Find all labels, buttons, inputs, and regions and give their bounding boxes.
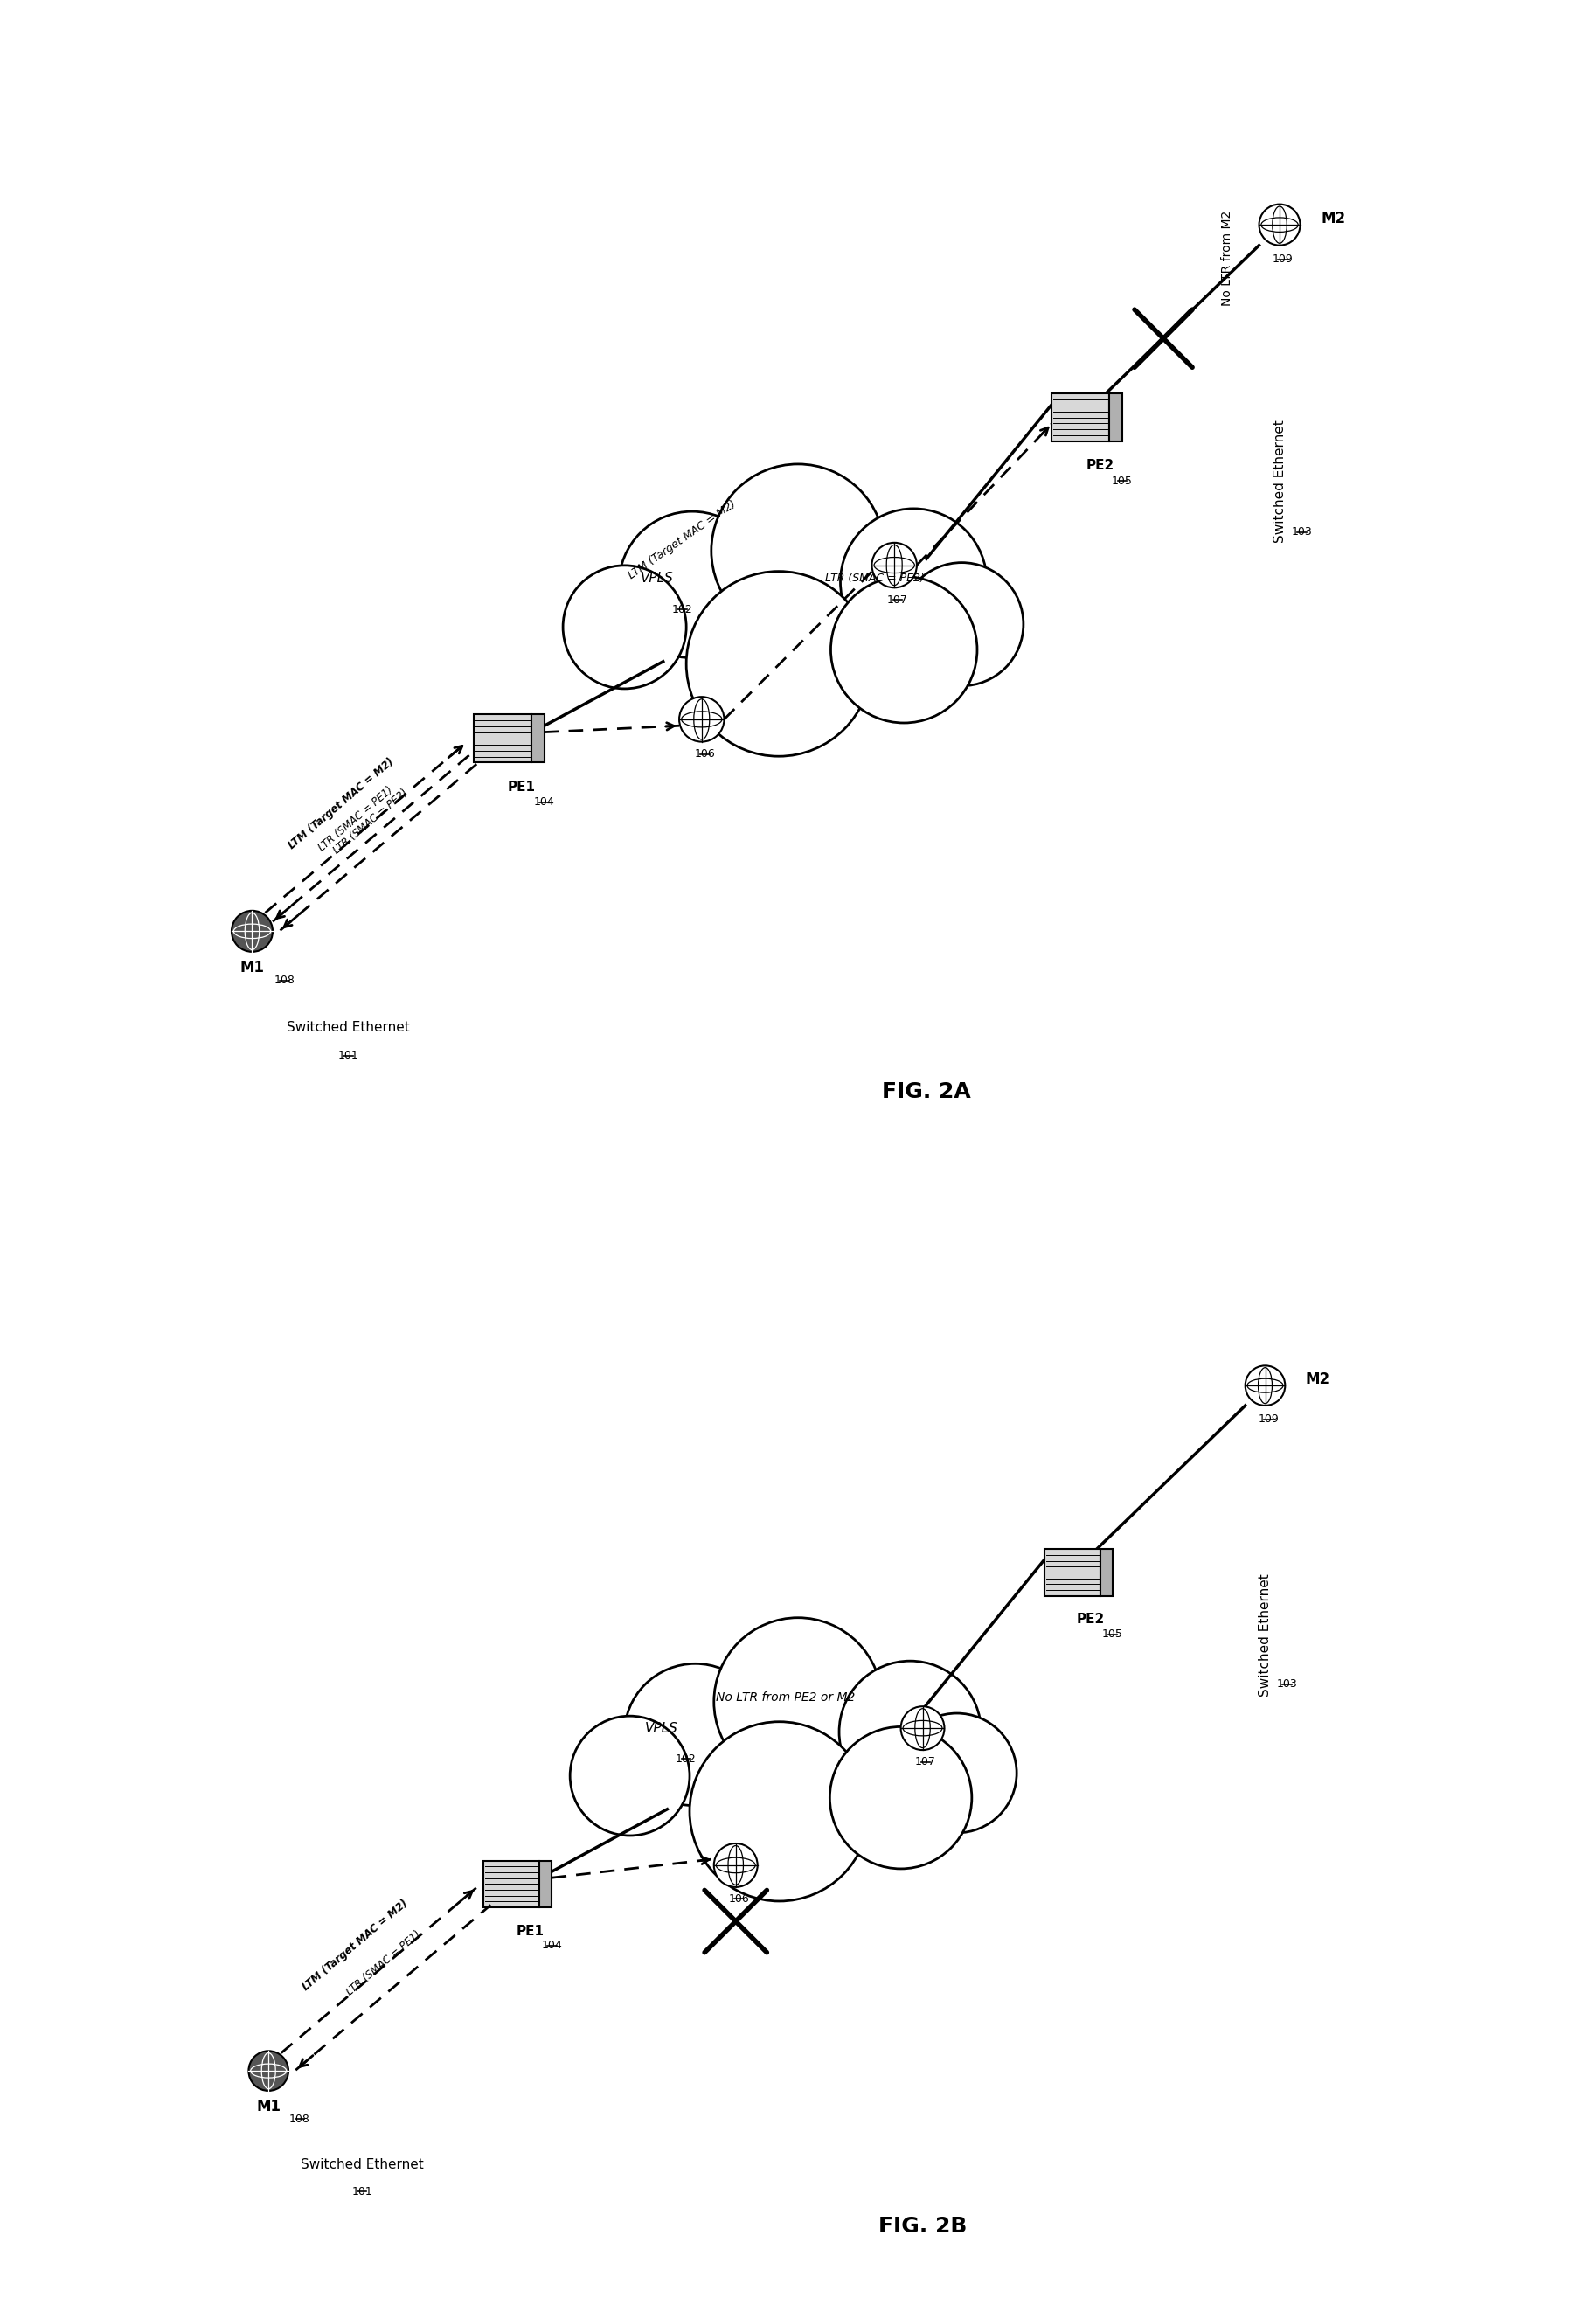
Circle shape (570, 1716, 689, 1836)
Text: No LTR from PE2 or M2: No LTR from PE2 or M2 (717, 1690, 855, 1704)
Text: 101: 101 (351, 2187, 372, 2196)
Text: 105: 105 (1103, 1628, 1124, 1639)
Text: LTR (SMAC = PE2): LTR (SMAC = PE2) (825, 573, 924, 583)
Circle shape (680, 696, 725, 742)
Bar (1109, 393, 1122, 442)
Bar (484, 1861, 539, 1907)
Text: 105: 105 (1112, 476, 1133, 486)
Text: FIG. 2A: FIG. 2A (883, 1082, 970, 1103)
Circle shape (231, 911, 273, 953)
Text: PE1: PE1 (508, 779, 536, 793)
Bar (474, 714, 531, 763)
Circle shape (830, 1727, 972, 1868)
Text: 106: 106 (694, 749, 715, 761)
Text: 107: 107 (887, 594, 908, 606)
Circle shape (713, 1618, 883, 1785)
Text: FIG. 2B: FIG. 2B (878, 2217, 967, 2238)
Circle shape (839, 1660, 982, 1803)
Bar (531, 714, 544, 763)
Circle shape (897, 1713, 1017, 1833)
Circle shape (900, 1706, 945, 1750)
Circle shape (832, 576, 977, 724)
Circle shape (1259, 203, 1301, 245)
Circle shape (713, 1843, 758, 1887)
Text: 101: 101 (338, 1050, 359, 1061)
Text: 104: 104 (541, 1940, 562, 1951)
Text: VPLS: VPLS (640, 571, 674, 585)
Text: PE2: PE2 (1085, 460, 1114, 472)
Text: 102: 102 (675, 1752, 696, 1764)
Text: PE1: PE1 (516, 1924, 544, 1937)
Text: PE2: PE2 (1077, 1614, 1104, 1625)
Text: 107: 107 (915, 1757, 937, 1769)
Text: 109: 109 (1258, 1413, 1278, 1424)
Text: LTR (SMAC = PE1): LTR (SMAC = PE1) (316, 784, 396, 853)
Bar (539, 1861, 552, 1907)
Text: 109: 109 (1272, 254, 1293, 266)
Text: LTR (SMAC = PE2): LTR (SMAC = PE2) (332, 786, 410, 855)
Text: 102: 102 (672, 603, 693, 615)
Circle shape (686, 571, 871, 756)
Text: M2: M2 (1321, 210, 1345, 227)
Circle shape (841, 509, 986, 654)
Circle shape (249, 2051, 289, 2090)
Text: No LTR from M2: No LTR from M2 (1221, 210, 1234, 305)
Circle shape (689, 1722, 868, 1900)
Bar (1100, 1549, 1112, 1595)
Text: LTM (Target MAC = M2): LTM (Target MAC = M2) (286, 756, 396, 851)
Text: 103: 103 (1277, 1679, 1298, 1690)
Text: Switched Ethernet: Switched Ethernet (1274, 421, 1286, 543)
Circle shape (619, 511, 764, 659)
Text: M1: M1 (257, 2099, 281, 2115)
Text: LTM (Target MAC = M2): LTM (Target MAC = M2) (627, 497, 739, 580)
Text: M1: M1 (239, 959, 265, 976)
Text: Switched Ethernet: Switched Ethernet (1259, 1572, 1272, 1697)
Bar (1044, 1549, 1100, 1595)
Circle shape (624, 1665, 766, 1806)
Text: LTR (SMAC = PE1): LTR (SMAC = PE1) (345, 1928, 423, 1998)
Text: 108: 108 (275, 976, 295, 987)
Text: LTM (Target MAC = M2): LTM (Target MAC = M2) (300, 1898, 410, 1993)
Text: Switched Ethernet: Switched Ethernet (300, 2157, 423, 2171)
Text: 104: 104 (535, 795, 555, 807)
Bar (1052, 393, 1109, 442)
Text: 103: 103 (1291, 527, 1312, 539)
Text: Switched Ethernet: Switched Ethernet (287, 1022, 410, 1033)
Text: M2: M2 (1306, 1371, 1329, 1387)
Circle shape (900, 562, 1023, 687)
Circle shape (871, 543, 916, 587)
Text: 108: 108 (289, 2113, 310, 2125)
Text: 106: 106 (728, 1894, 749, 1905)
Circle shape (1245, 1366, 1285, 1406)
Circle shape (563, 566, 686, 689)
Text: VPLS: VPLS (645, 1722, 677, 1734)
Circle shape (712, 465, 884, 638)
